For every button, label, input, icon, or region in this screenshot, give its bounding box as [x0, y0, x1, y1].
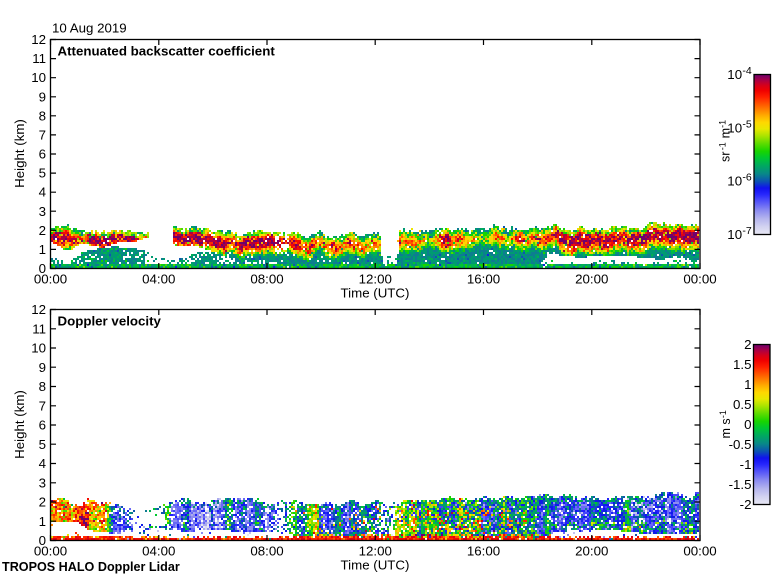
svg-text:Time (UTC): Time (UTC)	[341, 286, 410, 301]
svg-text:6: 6	[39, 147, 46, 162]
svg-text:12:00: 12:00	[359, 544, 392, 559]
svg-text:9: 9	[39, 89, 46, 104]
svg-text:8: 8	[39, 108, 46, 123]
svg-text:-7: -7	[742, 225, 751, 237]
svg-text:-1: -1	[718, 120, 728, 128]
svg-text:11: 11	[32, 321, 46, 336]
svg-text:00:00: 00:00	[683, 544, 716, 559]
svg-text:-1: -1	[740, 457, 752, 472]
svg-text:0.5: 0.5	[733, 397, 752, 412]
svg-text:16:00: 16:00	[467, 272, 500, 287]
svg-text:m s: m s	[719, 418, 733, 438]
svg-text:0: 0	[39, 533, 46, 548]
svg-text:-1.5: -1.5	[729, 477, 752, 492]
svg-text:00:00: 00:00	[34, 544, 67, 559]
svg-text:08:00: 08:00	[250, 272, 283, 287]
svg-text:2: 2	[39, 223, 46, 238]
svg-text:-2: -2	[740, 497, 752, 512]
svg-text:04:00: 04:00	[142, 272, 175, 287]
svg-text:10: 10	[31, 341, 46, 356]
svg-text:1.5: 1.5	[733, 357, 752, 372]
svg-text:-6: -6	[742, 172, 751, 184]
svg-text:10: 10	[727, 67, 742, 82]
svg-text:5: 5	[39, 166, 46, 181]
svg-text:10: 10	[727, 174, 742, 189]
svg-text:Height (km): Height (km)	[12, 119, 27, 188]
svg-text:00:00: 00:00	[34, 272, 67, 287]
svg-text:08:00: 08:00	[250, 544, 283, 559]
svg-text:4: 4	[39, 456, 46, 471]
svg-text:Doppler velocity: Doppler velocity	[58, 314, 162, 329]
svg-text:2: 2	[39, 495, 46, 510]
svg-text:10: 10	[727, 120, 742, 135]
svg-text:9: 9	[39, 360, 46, 375]
svg-text:-1: -1	[718, 410, 728, 418]
svg-text:Height (km): Height (km)	[12, 390, 27, 459]
svg-text:12: 12	[31, 32, 46, 47]
svg-text:Time (UTC): Time (UTC)	[341, 558, 410, 573]
svg-text:11: 11	[32, 51, 46, 66]
svg-text:1: 1	[39, 242, 46, 257]
svg-text:0: 0	[39, 261, 46, 276]
svg-text:04:00: 04:00	[142, 544, 175, 559]
svg-text:12: 12	[31, 302, 46, 317]
svg-text:10: 10	[727, 227, 742, 242]
svg-text:20:00: 20:00	[575, 544, 608, 559]
svg-text:7: 7	[39, 398, 46, 413]
svg-text:5: 5	[39, 437, 46, 452]
svg-text:-0.5: -0.5	[729, 437, 752, 452]
svg-text:-1: -1	[718, 142, 728, 150]
svg-text:8: 8	[39, 379, 46, 394]
svg-text:sr: sr	[719, 152, 733, 162]
svg-text:20:00: 20:00	[575, 272, 608, 287]
svg-text:7: 7	[39, 127, 46, 142]
svg-text:4: 4	[39, 185, 46, 200]
svg-text:3: 3	[39, 475, 46, 490]
svg-text:1: 1	[39, 514, 46, 529]
svg-text:TROPOS HALO Doppler Lidar: TROPOS HALO Doppler Lidar	[2, 560, 180, 574]
svg-text:m: m	[719, 128, 733, 138]
svg-text:16:00: 16:00	[467, 544, 500, 559]
svg-text:10: 10	[31, 70, 46, 85]
svg-text:-4: -4	[742, 65, 751, 77]
svg-text:0: 0	[744, 417, 751, 432]
svg-text:1: 1	[744, 377, 751, 392]
svg-text:2: 2	[744, 337, 751, 352]
svg-text:-5: -5	[742, 118, 751, 130]
svg-text:10 Aug 2019: 10 Aug 2019	[52, 21, 127, 36]
svg-text:00:00: 00:00	[683, 272, 716, 287]
svg-text:6: 6	[39, 418, 46, 433]
svg-text:12:00: 12:00	[359, 272, 392, 287]
svg-text:3: 3	[39, 204, 46, 219]
svg-text:Attenuated backscatter coeffic: Attenuated backscatter coefficient	[58, 44, 276, 59]
